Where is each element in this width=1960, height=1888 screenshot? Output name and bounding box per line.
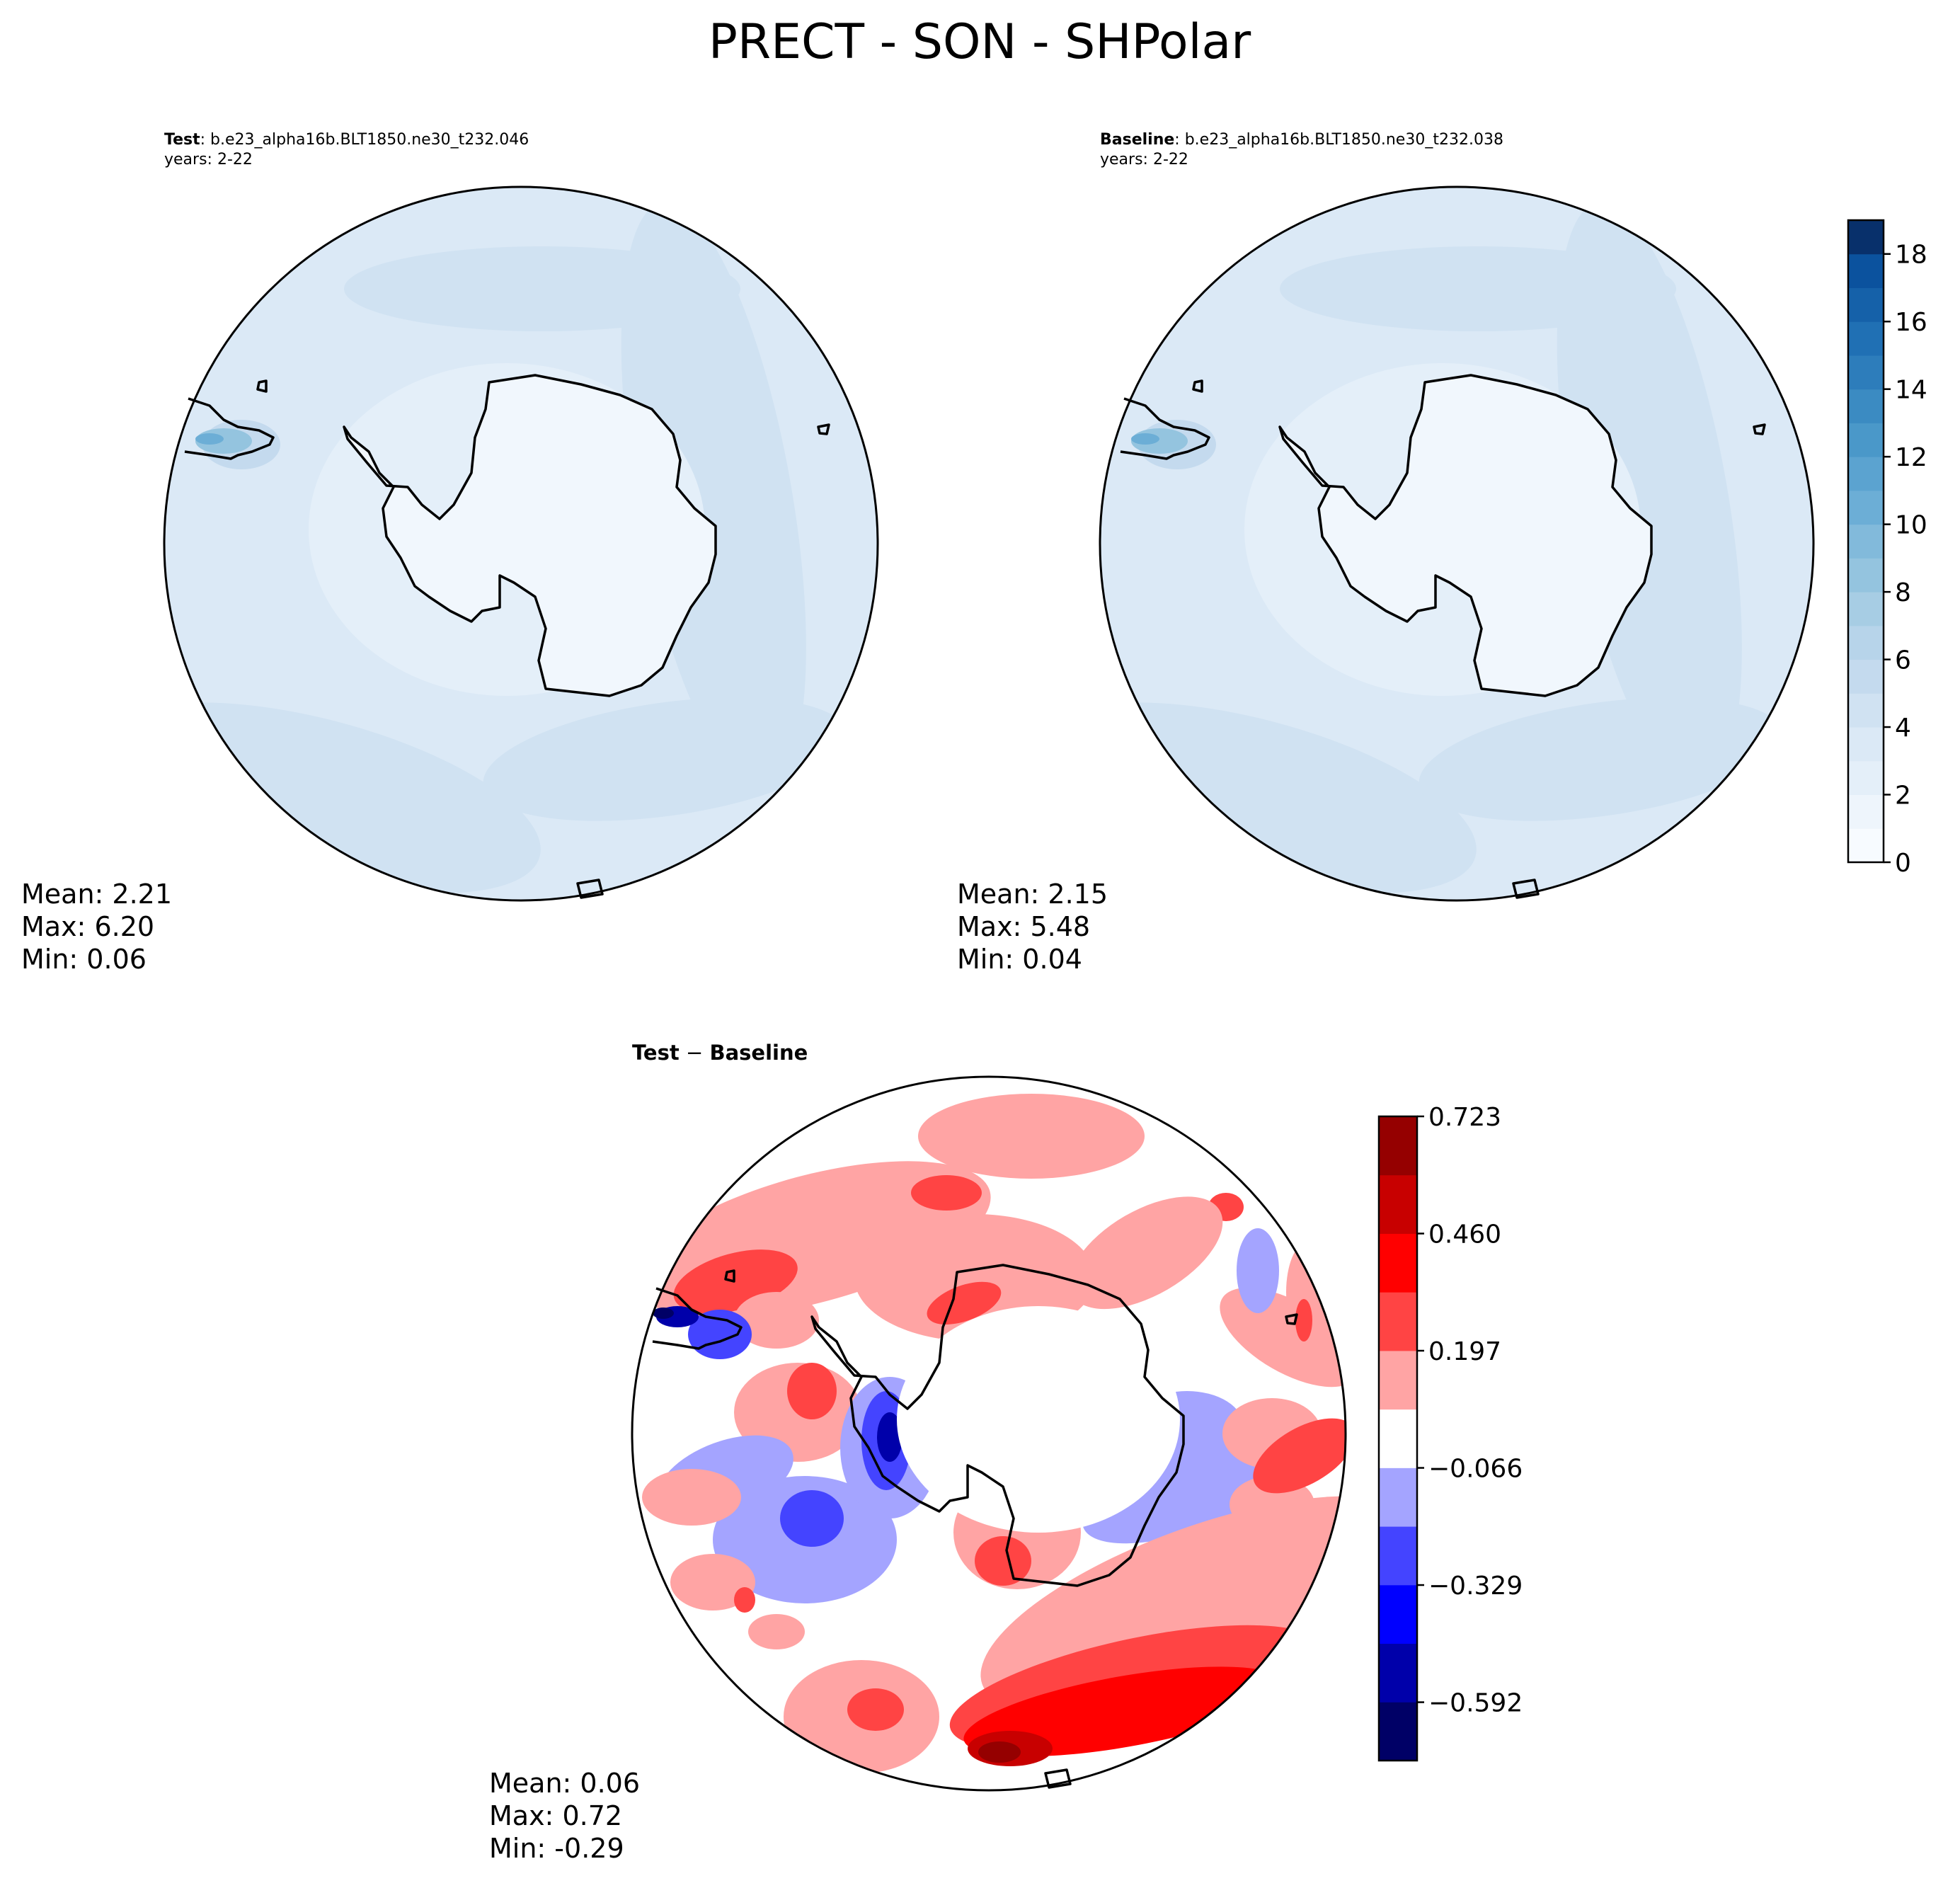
baseline-label-case: : b.e23_alpha16b.BLT1850.ne30_t232.038 (1174, 131, 1503, 149)
diff-mean: Mean: 0.06 (489, 1768, 640, 1799)
blues-colorbar-tick-label: 2 (1895, 782, 1911, 811)
diff-label-baseline: Baseline (709, 1041, 808, 1065)
blues-colorbar: 0 2 4 6 8 10 12 14 16 18 (1847, 219, 1927, 878)
diverging-colorbar-level (1379, 1116, 1417, 1176)
blues-colorbar-tick-label: 16 (1895, 308, 1927, 337)
diverging-colorbar-level (1379, 1702, 1417, 1761)
test-map-boundary (163, 185, 879, 902)
diverging-colorbar-level (1379, 1350, 1417, 1410)
diverging-colorbar-level (1379, 1643, 1417, 1703)
blues-colorbar-levels (1848, 220, 1884, 863)
diff-panel-title: Test − Baseline (632, 1041, 808, 1065)
diff-label-test: Test (632, 1041, 680, 1065)
blues-colorbar-level (1848, 558, 1884, 593)
diverging-colorbar-tick-label: 0.723 (1428, 1103, 1501, 1132)
blues-colorbar-ticks: 0 2 4 6 8 10 12 14 16 18 (1884, 241, 1927, 878)
baseline-label-bold: Baseline (1100, 131, 1174, 149)
diverging-colorbar-tick-label: 0.460 (1428, 1220, 1501, 1249)
diff-max: Max: 0.72 (489, 1800, 622, 1831)
diverging-colorbar-tick-label: −0.592 (1428, 1689, 1523, 1718)
diverging-colorbar-tick-label: 0.197 (1428, 1337, 1501, 1366)
baseline-map (1100, 187, 1813, 900)
blues-colorbar-tick-label: 10 (1895, 511, 1927, 540)
test-label-bold: Test (164, 131, 200, 149)
diff-min: Min: -0.29 (489, 1833, 624, 1864)
blues-colorbar-level (1848, 592, 1884, 627)
diverging-colorbar-tick-label: −0.329 (1428, 1572, 1523, 1601)
blues-colorbar-level (1848, 659, 1884, 694)
blues-colorbar-level (1848, 794, 1884, 829)
blues-colorbar-level (1848, 457, 1884, 491)
blues-colorbar-level (1848, 287, 1884, 322)
test-min: Min: 0.06 (21, 944, 147, 975)
blues-colorbar-tick-label: 8 (1895, 578, 1911, 607)
blues-colorbar-level (1848, 828, 1884, 863)
figure-title: PRECT - SON - SHPolar (709, 14, 1251, 70)
diverging-colorbar-level (1379, 1468, 1417, 1527)
diverging-colorbar-level (1379, 1233, 1417, 1293)
diverging-colorbar-level (1379, 1584, 1417, 1644)
diverging-colorbar-level (1379, 1526, 1417, 1586)
test-years: years: 2-22 (164, 151, 253, 168)
blues-colorbar-tick-label: 6 (1895, 646, 1911, 675)
diverging-colorbar-level (1379, 1292, 1417, 1351)
test-label-case: : b.e23_alpha16b.BLT1850.ne30_t232.046 (200, 131, 529, 149)
blues-colorbar-level (1848, 220, 1884, 255)
baseline-mean: Mean: 2.15 (957, 879, 1108, 910)
blues-colorbar-tick-label: 0 (1895, 849, 1911, 878)
blues-colorbar-frame (1847, 219, 1885, 864)
diverging-colorbar-level (1379, 1409, 1417, 1468)
blues-colorbar-level (1848, 490, 1884, 525)
diverging-colorbar-tick-label: −0.066 (1428, 1455, 1523, 1484)
diff-label-minus: − (680, 1041, 710, 1065)
test-panel: Test: b.e23_alpha16b.BLT1850.ne30_t232.0… (21, 131, 879, 975)
blues-colorbar-level (1848, 321, 1884, 356)
test-max: Max: 6.20 (21, 911, 154, 942)
test-mean: Mean: 2.21 (21, 879, 172, 910)
diff-panel: Test − Baseline (489, 1041, 1347, 1864)
blues-colorbar-level (1848, 524, 1884, 559)
blues-colorbar-level (1848, 355, 1884, 390)
baseline-map-boundary (1099, 185, 1815, 902)
baseline-years: years: 2-22 (1100, 151, 1188, 168)
blues-colorbar-level (1848, 727, 1884, 762)
blues-colorbar-level (1848, 389, 1884, 423)
blues-colorbar-level (1848, 253, 1884, 288)
blues-colorbar-tick-label: 4 (1895, 714, 1911, 743)
baseline-max: Max: 5.48 (957, 911, 1090, 942)
diverging-colorbar-level (1379, 1174, 1417, 1234)
blues-colorbar-level (1848, 423, 1884, 457)
diverging-colorbar-levels (1379, 1116, 1417, 1761)
blues-colorbar-level (1848, 693, 1884, 728)
diverging-colorbar-frame (1377, 1115, 1419, 1762)
diff-map-boundary (631, 1075, 1347, 1792)
diverging-colorbar-ticks: −0.592 −0.329 −0.066 0.197 0.460 0.723 (1417, 1103, 1523, 1718)
baseline-panel: Baseline: b.e23_alpha16b.BLT1850.ne30_t2… (957, 131, 1815, 975)
blues-colorbar-level (1848, 760, 1884, 796)
test-map (164, 187, 878, 900)
blues-colorbar-tick-label: 14 (1895, 376, 1927, 405)
blues-colorbar-tick-label: 18 (1895, 241, 1927, 270)
baseline-min: Min: 0.04 (957, 944, 1082, 975)
diff-map (632, 1077, 1346, 1790)
blues-colorbar-tick-label: 12 (1895, 443, 1927, 472)
test-panel-title: Test: b.e23_alpha16b.BLT1850.ne30_t232.0… (164, 131, 529, 149)
diverging-colorbar: −0.592 −0.329 −0.066 0.197 0.460 0.723 (1377, 1103, 1523, 1762)
blues-colorbar-level (1848, 625, 1884, 660)
baseline-panel-title: Baseline: b.e23_alpha16b.BLT1850.ne30_t2… (1100, 131, 1503, 149)
